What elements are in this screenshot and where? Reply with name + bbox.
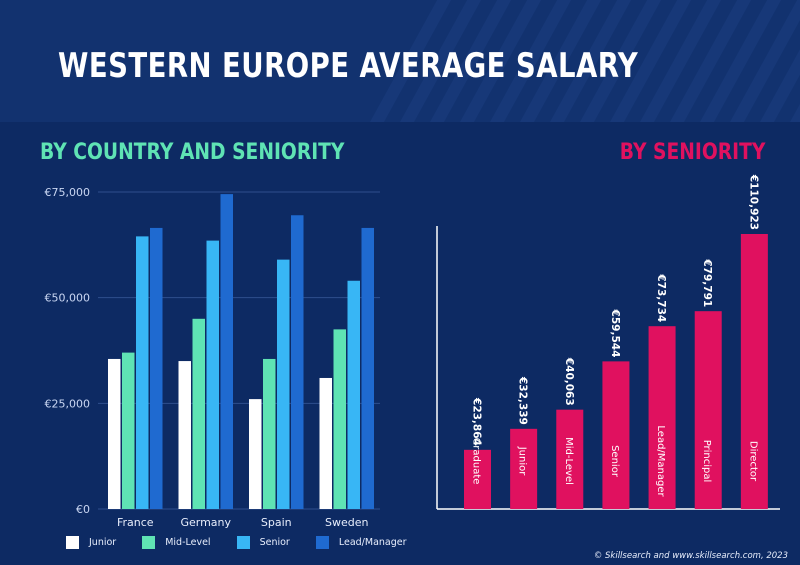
country-chart-title: BY COUNTRY AND SENIORITY [40,140,345,165]
x-tick-label: Graduate [471,438,482,485]
data-label: €79,791 [701,258,713,307]
legend-label: Junior [89,537,117,548]
bar [602,361,630,509]
bar [192,318,205,509]
x-tick-label: France [117,516,154,529]
bar [277,259,290,509]
header-stripe [670,0,752,122]
header-stripe [640,0,722,122]
bar [333,329,346,509]
bar [150,227,163,509]
bar [220,194,233,509]
page-title: WESTERN EUROPE AVERAGE SALARY [58,46,639,86]
x-tick-label: Germany [180,516,231,529]
x-tick-label: Senior [609,445,620,478]
data-label: €59,544 [609,309,621,358]
data-label: €73,734 [655,273,667,322]
chart-legend: Junior Mid-Level Senior Lead/Manager [66,536,433,549]
bar [319,377,332,509]
y-tick-label: €50,000 [45,292,91,305]
copyright-text: © Skillsearch and www.skillsearch.com, 2… [593,551,788,561]
bar [361,227,374,509]
legend-item-senior: Senior [236,536,290,549]
x-tick-label: Principal [701,440,712,483]
x-tick-label: Lead/Manager [655,425,666,497]
data-label: €40,063 [563,357,575,406]
bar [263,358,276,509]
x-tick-label: Junior [517,446,528,477]
bar [206,240,219,509]
bar [291,215,304,509]
legend-swatch [236,536,250,549]
legend-item-lead-manager: Lead/Manager [315,536,407,549]
legend-item-junior: Junior [66,536,116,549]
header-stripes [370,0,800,122]
y-tick-label: €75,000 [45,186,91,199]
header-stripe [730,0,800,122]
data-label: €110,923 [747,174,759,230]
legend-swatch [142,536,156,549]
header-stripe [790,103,800,122]
bar [136,236,149,509]
bar [694,311,722,509]
header-stripe [430,0,512,122]
legend-swatch [66,536,79,549]
bar [178,361,191,509]
header-stripe [400,0,482,122]
header-banner [0,0,800,122]
header-stripe [580,0,662,122]
bar [122,352,135,509]
header-stripe [490,0,572,122]
x-tick-label: Spain [261,516,292,529]
legend-label: Senior [259,537,290,548]
bar [740,234,768,509]
legend-item-mid-level: Mid-Level [142,536,211,549]
legend-label: Lead/Manager [338,537,407,548]
header-stripe [700,0,782,122]
x-tick-label: Director [747,441,758,482]
legend-label: Mid-Level [165,537,211,548]
header-stripe [550,0,632,122]
data-label: €32,339 [517,376,529,425]
x-tick-label: Mid-Level [563,437,574,485]
bar [556,409,584,509]
header-stripe [610,0,692,122]
bar [510,428,538,509]
y-tick-label: €0 [76,503,90,516]
bar [648,326,676,509]
data-label: €23,864 [471,397,483,446]
bar [464,449,491,509]
bar [249,399,262,509]
x-tick-label: Sweden [325,516,368,529]
header-stripe [520,0,602,122]
header-stripe [460,0,542,122]
seniority-chart-title: BY SENIORITY [619,140,765,165]
legend-swatch [315,536,329,549]
bar [347,280,360,509]
header-stripe [760,49,800,122]
y-tick-label: €25,000 [45,397,91,410]
header-stripe [370,0,452,122]
bar [108,358,121,509]
